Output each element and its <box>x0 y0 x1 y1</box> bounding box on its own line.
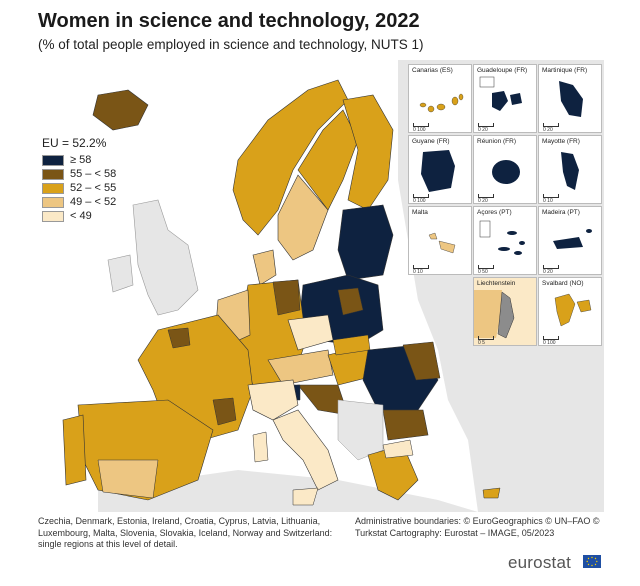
legend-swatch <box>42 182 64 194</box>
scalebar <box>543 123 559 127</box>
inset-label: Guyane (FR) <box>412 138 450 145</box>
inset-label: Réunion (FR) <box>477 138 517 145</box>
eu-flag-icon <box>583 555 601 568</box>
inset-label: Mayotte (FR) <box>542 138 580 145</box>
scale-text: 0 100 <box>413 198 426 204</box>
scale-text: 0 10 <box>543 198 553 204</box>
inset-label: Canarias (ES) <box>412 67 453 74</box>
legend-row: 55 – < 58 <box>42 167 116 181</box>
region-sicily <box>292 487 319 506</box>
inset-label: Guadeloupe (FR) <box>477 67 528 74</box>
scale-text: 0 20 <box>543 127 553 133</box>
eurostat-logo: eurostat <box>508 553 572 572</box>
scalebar <box>543 265 559 269</box>
legend-row: 52 – < 55 <box>42 181 116 195</box>
legend-label: ≥ 58 <box>70 154 92 166</box>
region-italy-north <box>247 379 299 421</box>
scale-text: 0 10 <box>413 269 423 275</box>
legend-swatch <box>42 168 64 180</box>
region-baltics <box>337 204 394 281</box>
inset-svalbard: Svalbard (NO) 0 100 <box>538 277 602 346</box>
inset-label: Svalbard (NO) <box>542 280 584 287</box>
legend-title: EU = 52.2% <box>42 136 107 150</box>
legend-row: < 49 <box>42 209 116 223</box>
legend-swatch <box>42 154 64 166</box>
inset-acores: Açores (PT) 0 50 <box>473 206 537 275</box>
legend-swatch <box>42 196 64 208</box>
uk-ireland <box>107 199 199 316</box>
scalebar <box>478 123 494 127</box>
scale-text: 0 50 <box>478 269 488 275</box>
region-norway <box>232 79 349 236</box>
legend-row: 49 – < 52 <box>42 195 116 209</box>
scale-text: 0 20 <box>543 269 553 275</box>
scalebar <box>413 265 429 269</box>
inset-guyane: Guyane (FR) 0 100 <box>408 135 472 204</box>
legend-label: 55 – < 58 <box>70 168 117 180</box>
region-cyprus <box>482 487 501 499</box>
legend: EU = 52.2% ≥ 58 55 – < 58 52 – < 55 49 –… <box>42 136 116 223</box>
inset-madeira: Madeira (PT) 0 20 <box>538 206 602 275</box>
region-denmark <box>252 249 277 286</box>
scale-text: 0 100 <box>543 340 556 346</box>
region-portugal <box>62 414 87 486</box>
scalebar <box>543 194 559 198</box>
inset-mayotte: Mayotte (FR) 0 10 <box>538 135 602 204</box>
map-subtitle: (% of total people employed in science a… <box>38 37 424 52</box>
inset-malta: Malta 0 10 <box>408 206 472 275</box>
inset-blank <box>408 277 472 346</box>
inset-label: Madeira (PT) <box>542 209 580 216</box>
scalebar <box>478 194 494 198</box>
inset-label: Martinique (FR) <box>542 67 588 74</box>
scalebar <box>478 265 494 269</box>
scale-text: 0 5 <box>478 340 485 346</box>
inset-martinique: Martinique (FR) 0 20 <box>538 64 602 133</box>
scalebar <box>413 123 429 127</box>
region-poland-inner <box>337 287 364 316</box>
inset-label: Malta <box>412 209 428 216</box>
scale-text: 0 20 <box>478 198 488 204</box>
scalebar <box>543 336 559 340</box>
scale-text: 0 20 <box>478 127 488 133</box>
region-sweden-south <box>277 174 329 261</box>
inset-label: Açores (PT) <box>477 209 512 216</box>
inset-guadeloupe: Guadeloupe (FR) 0 20 <box>473 64 537 133</box>
legend-label: 49 – < 52 <box>70 196 117 208</box>
region-france-w <box>167 327 191 349</box>
inset-reunion: Réunion (FR) 0 20 <box>473 135 537 204</box>
inset-liechtenstein: Liechtenstein 0 5 <box>473 277 537 346</box>
region-spain-south <box>97 459 159 499</box>
region-romania-ne <box>402 341 441 381</box>
region-germany-ne <box>272 279 301 316</box>
region-france-sw <box>212 397 237 426</box>
region-italy-south <box>272 409 339 491</box>
region-iceland <box>92 89 149 131</box>
legend-label: 52 – < 55 <box>70 182 117 194</box>
credits: Administrative boundaries: © EuroGeograp… <box>355 516 600 538</box>
scalebar <box>413 194 429 198</box>
region-sardinia <box>252 431 269 463</box>
region-austria <box>267 349 334 386</box>
legend-swatch <box>42 210 64 222</box>
scalebar <box>478 336 494 340</box>
scale-text: 0 100 <box>413 127 426 133</box>
inset-canarias: Canarias (ES) 0 100 <box>408 64 472 133</box>
inset-label: Liechtenstein <box>477 280 516 287</box>
region-bulgaria <box>382 409 429 441</box>
legend-row: ≥ 58 <box>42 153 116 167</box>
map-title: Women in science and technology, 2022 <box>38 10 420 32</box>
inset-panel: Canarias (ES) 0 100 Guadeloupe (FR) 0 20… <box>405 60 604 347</box>
region-greece-n <box>382 439 414 459</box>
region-finland <box>342 94 394 211</box>
legend-label: < 49 <box>70 210 92 222</box>
footnote: Czechia, Denmark, Estonia, Ireland, Croa… <box>38 516 333 549</box>
